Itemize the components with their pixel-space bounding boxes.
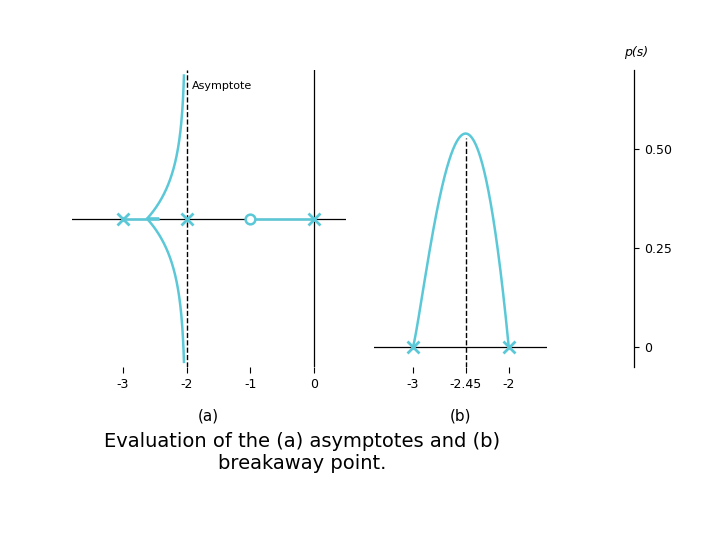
Text: Evaluation of the (a) asymptotes and (b)
breakaway point.: Evaluation of the (a) asymptotes and (b)…	[104, 432, 500, 473]
Text: (a): (a)	[198, 409, 220, 424]
Text: p(s): p(s)	[624, 46, 648, 59]
Text: Asymptote: Asymptote	[192, 80, 252, 91]
Text: (b): (b)	[450, 409, 472, 424]
